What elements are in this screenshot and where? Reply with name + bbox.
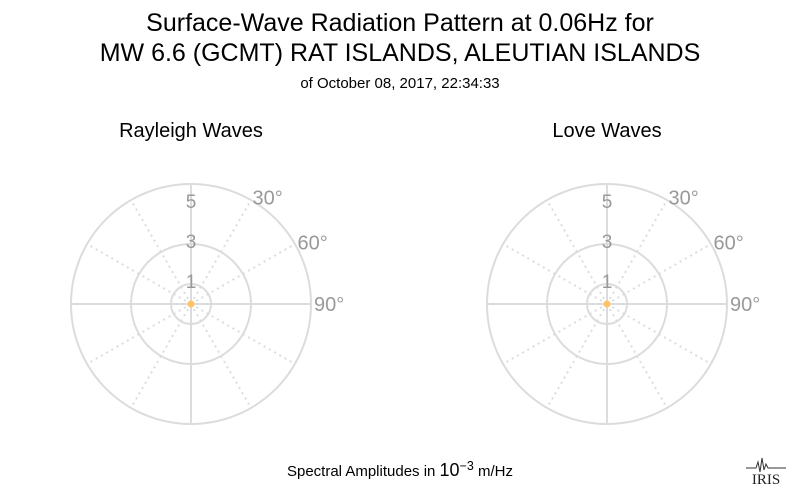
caption-prefix: Spectral Amplitudes in xyxy=(286,463,440,480)
chart-2-outer-ring xyxy=(486,183,728,425)
iris-logo-text: IRIS xyxy=(752,472,780,486)
chart-1-angular-tick-60: 60° xyxy=(298,233,328,255)
chart-subtitle: of October 08, 2017, 22:34:33 xyxy=(300,75,500,92)
chart-1-ring-1 xyxy=(170,283,212,325)
caption-unit: m/Hz xyxy=(473,463,514,480)
caption-base: 10 xyxy=(439,460,460,480)
chart-2-angular-tick-90: 90° xyxy=(730,294,760,316)
chart-1-outer-ring xyxy=(70,183,312,425)
chart-title-line1: Surface-Wave Radiation Pattern at 0.06Hz… xyxy=(146,9,654,37)
chart-2-angular-tick-60: 60° xyxy=(714,233,744,255)
chart-1-radial-tick-3: 3 xyxy=(186,232,197,253)
chart-2-title: Love Waves xyxy=(552,120,661,142)
chart-1-ring-3 xyxy=(130,243,252,365)
chart-1-title: Rayleigh Waves xyxy=(119,120,263,142)
caption-exponent: −3 xyxy=(459,459,474,473)
chart-2-ring-3 xyxy=(546,243,668,365)
chart-1-angular-tick-90: 90° xyxy=(314,294,344,316)
chart-2-angular-tick-30: 30° xyxy=(669,187,699,209)
chart-2-data-point-0-0 xyxy=(603,300,611,308)
chart-2-radial-tick-1: 1 xyxy=(602,272,613,293)
amplitude-units-caption: Spectral Amplitudes in 10−3 m/Hz xyxy=(0,455,800,483)
chart-1-radial-tick-5: 5 xyxy=(186,192,197,213)
chart-2-radial-tick-3: 3 xyxy=(602,232,613,253)
chart-1-angular-tick-30: 30° xyxy=(253,187,283,209)
chart-2-ring-1 xyxy=(586,283,628,325)
chart-2-radial-tick-5: 5 xyxy=(602,192,613,213)
chart-1-radial-tick-1: 1 xyxy=(186,272,197,293)
chart-title-line2: MW 6.6 (GCMT) RAT ISLANDS, ALEUTIAN ISLA… xyxy=(99,39,701,67)
iris-logo: IRIS xyxy=(746,457,786,486)
chart-1-data-point-0-0 xyxy=(187,300,195,308)
